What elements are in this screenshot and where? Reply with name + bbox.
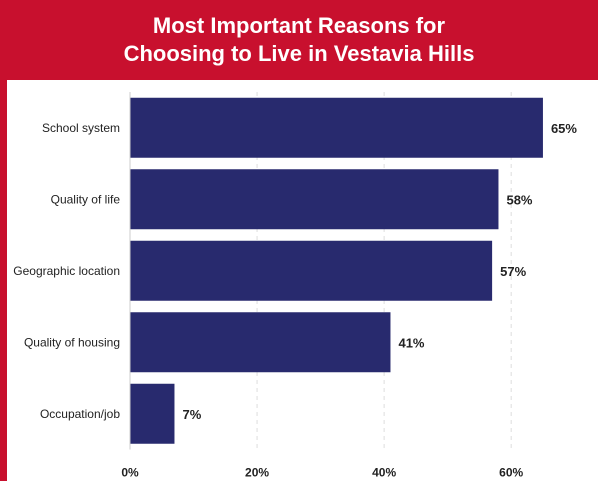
value-label: 65% — [551, 121, 577, 136]
bar-chart: 0% 20% 40% 60% School system 65% Quality of li… — [13, 92, 577, 480]
category-label: Quality of housing — [24, 335, 120, 349]
bar-occupation-job — [130, 383, 175, 444]
category-label: Occupation/job — [40, 407, 120, 421]
value-label: 57% — [500, 264, 526, 279]
value-label: 58% — [506, 192, 532, 207]
chart-title-line-1: Most Important Reasons for — [152, 13, 446, 38]
chart-title-line-2: Choosing to Live in Vestavia Hills — [123, 41, 475, 66]
category-label: Quality of life — [51, 192, 121, 206]
x-tick-label: 0% — [121, 466, 139, 480]
x-tick-label: 20% — [245, 466, 269, 480]
category-label: Geographic location — [13, 264, 120, 278]
value-label: 41% — [398, 335, 424, 350]
chart-header: Most Important Reasons for Choosing to L… — [0, 0, 598, 80]
category-label: School system — [42, 121, 120, 135]
x-tick-label: 60% — [499, 466, 523, 480]
bar-school-system — [130, 97, 543, 158]
x-tick-label: 40% — [372, 466, 396, 480]
bar-quality-of-housing — [130, 312, 391, 373]
bar-geographic-location — [130, 240, 493, 301]
bar-quality-of-life — [130, 169, 499, 230]
value-label: 7% — [182, 407, 201, 422]
chart-panel: 0% 20% 40% 60% School system 65% Quality of li… — [7, 80, 598, 481]
